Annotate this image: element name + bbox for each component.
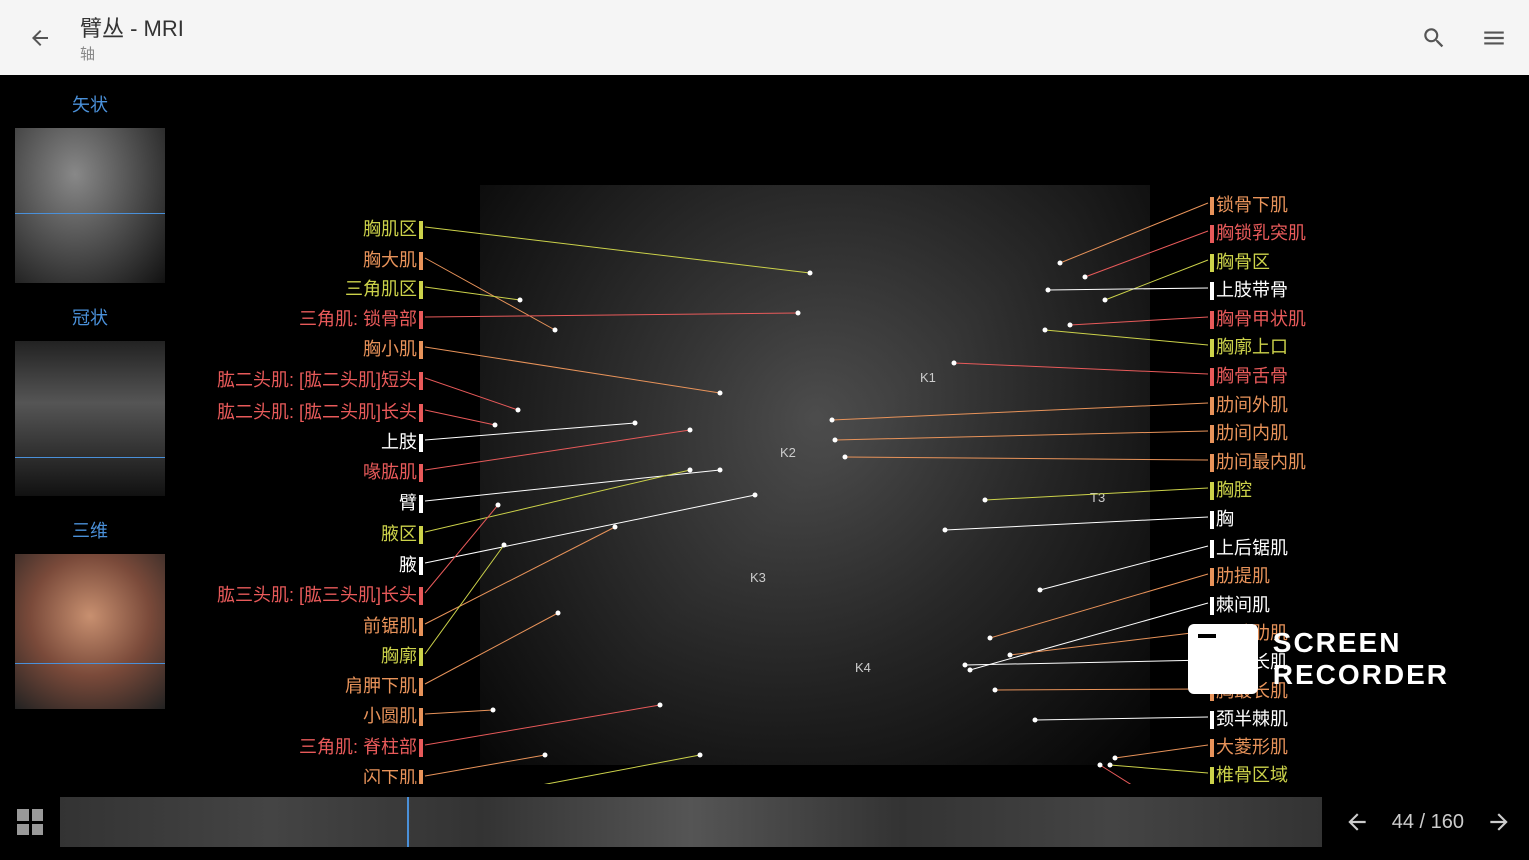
title-block: 臂丛 - MRI 轴 bbox=[80, 11, 1419, 64]
anatomy-label[interactable]: 三角肌: 锁骨部 bbox=[299, 305, 425, 331]
next-slice-button[interactable] bbox=[1479, 802, 1519, 842]
anatomy-label[interactable]: 肩胛下肌 bbox=[345, 672, 425, 698]
anatomy-label[interactable]: 胸骨舌骨 bbox=[1208, 362, 1288, 388]
mri-marker: K1 bbox=[920, 370, 936, 385]
page-subtitle: 轴 bbox=[80, 43, 1419, 64]
anatomy-label[interactable]: 三角肌: 脊柱部 bbox=[299, 733, 425, 759]
anatomy-label[interactable]: 胸廓 bbox=[381, 642, 425, 668]
search-icon bbox=[1421, 25, 1447, 51]
menu-button[interactable] bbox=[1479, 23, 1509, 53]
anatomy-label[interactable]: 肋间最内肌 bbox=[1208, 448, 1306, 474]
anatomy-label[interactable]: 喙肱肌 bbox=[363, 458, 425, 484]
thumb-label-sagittal[interactable]: 矢状 bbox=[10, 85, 170, 123]
slice-counter: 44 / 160 bbox=[1377, 811, 1479, 834]
main-mri-view[interactable]: K1 K2 K3 T3 K4 bbox=[480, 185, 1150, 765]
anatomy-label[interactable]: 胸大肌 bbox=[363, 246, 425, 272]
mri-marker: T3 bbox=[1090, 490, 1105, 505]
anatomy-label[interactable]: 颈半棘肌 bbox=[1208, 705, 1288, 731]
anatomy-label[interactable]: 肱三头肌: [肱三头肌]长头 bbox=[217, 581, 425, 607]
anatomy-label[interactable]: 胸小肌 bbox=[363, 335, 425, 361]
thumb-label-3d[interactable]: 三维 bbox=[10, 511, 170, 549]
anatomy-label[interactable]: 肱二头肌: [肱二头肌]长头 bbox=[217, 398, 425, 424]
page-title: 臂丛 - MRI bbox=[80, 11, 1419, 43]
anatomy-label[interactable]: 肱二头肌: [肱二头肌]短头 bbox=[217, 366, 425, 392]
anatomy-label[interactable]: 胸锁乳突肌 bbox=[1208, 219, 1306, 245]
content-area: 矢状 冠状 三维 K1K2K3T3K4 胸肌区胸大肌三角肌区三角肌: 锁骨部胸小… bbox=[0, 75, 1529, 784]
anatomy-label[interactable]: 胸肌区 bbox=[363, 215, 425, 241]
mri-marker: K3 bbox=[750, 570, 766, 585]
search-button[interactable] bbox=[1419, 23, 1449, 53]
slice-position-marker[interactable] bbox=[407, 797, 409, 847]
anatomy-label[interactable]: 上肢带骨 bbox=[1208, 276, 1288, 302]
footer-bar: 44 / 160 bbox=[0, 784, 1529, 860]
prev-slice-button[interactable] bbox=[1337, 802, 1377, 842]
anatomy-label[interactable]: 上肢 bbox=[381, 428, 425, 454]
anatomy-label[interactable]: 前锯肌 bbox=[363, 612, 425, 638]
anatomy-label[interactable]: 上后锯肌 bbox=[1208, 534, 1288, 560]
recorder-icon bbox=[1188, 624, 1258, 694]
back-button[interactable] bbox=[20, 18, 60, 58]
grid-view-button[interactable] bbox=[10, 802, 50, 842]
thumb-3d[interactable] bbox=[15, 554, 165, 709]
anatomy-label[interactable]: 腋区 bbox=[381, 520, 425, 546]
slice-strip[interactable] bbox=[60, 797, 1322, 847]
arrow-right-icon bbox=[1486, 809, 1512, 835]
anatomy-label[interactable]: 肋间外肌 bbox=[1208, 391, 1288, 417]
thumb-label-coronal[interactable]: 冠状 bbox=[10, 298, 170, 336]
arrow-left-icon bbox=[28, 26, 52, 50]
recorder-text-2: RECORDER bbox=[1273, 659, 1449, 691]
anatomy-label[interactable]: 胸 bbox=[1208, 505, 1234, 531]
anatomy-label[interactable]: 胸腔 bbox=[1208, 476, 1252, 502]
thumb-sagittal[interactable] bbox=[15, 128, 165, 283]
arrow-left-icon bbox=[1344, 809, 1370, 835]
anatomy-label[interactable]: 大菱形肌 bbox=[1208, 733, 1288, 759]
screen-recorder-watermark: SCREEN RECORDER bbox=[1188, 624, 1449, 694]
view-sidebar: 矢状 冠状 三维 bbox=[10, 85, 170, 724]
grid-icon bbox=[17, 809, 43, 835]
mri-marker: K4 bbox=[855, 660, 871, 675]
anatomy-label[interactable]: 臂 bbox=[399, 489, 425, 515]
anatomy-label[interactable]: 胸廓上口 bbox=[1208, 333, 1288, 359]
anatomy-label[interactable]: 胸骨区 bbox=[1208, 248, 1270, 274]
anatomy-label[interactable]: 小圆肌 bbox=[363, 702, 425, 728]
app-header: 臂丛 - MRI 轴 bbox=[0, 0, 1529, 75]
thumb-coronal[interactable] bbox=[15, 341, 165, 496]
recorder-text-1: SCREEN bbox=[1273, 627, 1449, 659]
anatomy-label[interactable]: 腋 bbox=[399, 551, 425, 577]
menu-icon bbox=[1481, 25, 1507, 51]
anatomy-label[interactable]: 肋间内肌 bbox=[1208, 419, 1288, 445]
anatomy-label[interactable]: 棘间肌 bbox=[1208, 591, 1270, 617]
anatomy-label[interactable]: 三角肌区 bbox=[345, 275, 425, 301]
mri-marker: K2 bbox=[780, 445, 796, 460]
anatomy-label[interactable]: 锁骨下肌 bbox=[1208, 191, 1288, 217]
anatomy-label[interactable]: 肋提肌 bbox=[1208, 562, 1270, 588]
anatomy-label[interactable]: 胸骨甲状肌 bbox=[1208, 305, 1306, 331]
